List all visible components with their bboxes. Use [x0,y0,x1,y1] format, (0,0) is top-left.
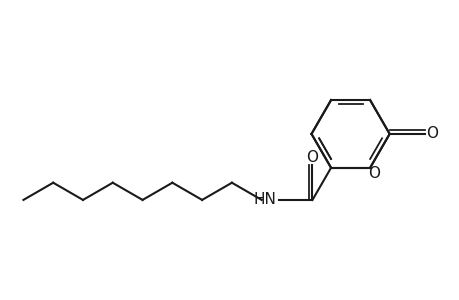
Text: O: O [306,150,318,165]
Text: HN: HN [253,192,275,207]
Text: O: O [425,126,437,141]
Text: O: O [367,167,379,182]
